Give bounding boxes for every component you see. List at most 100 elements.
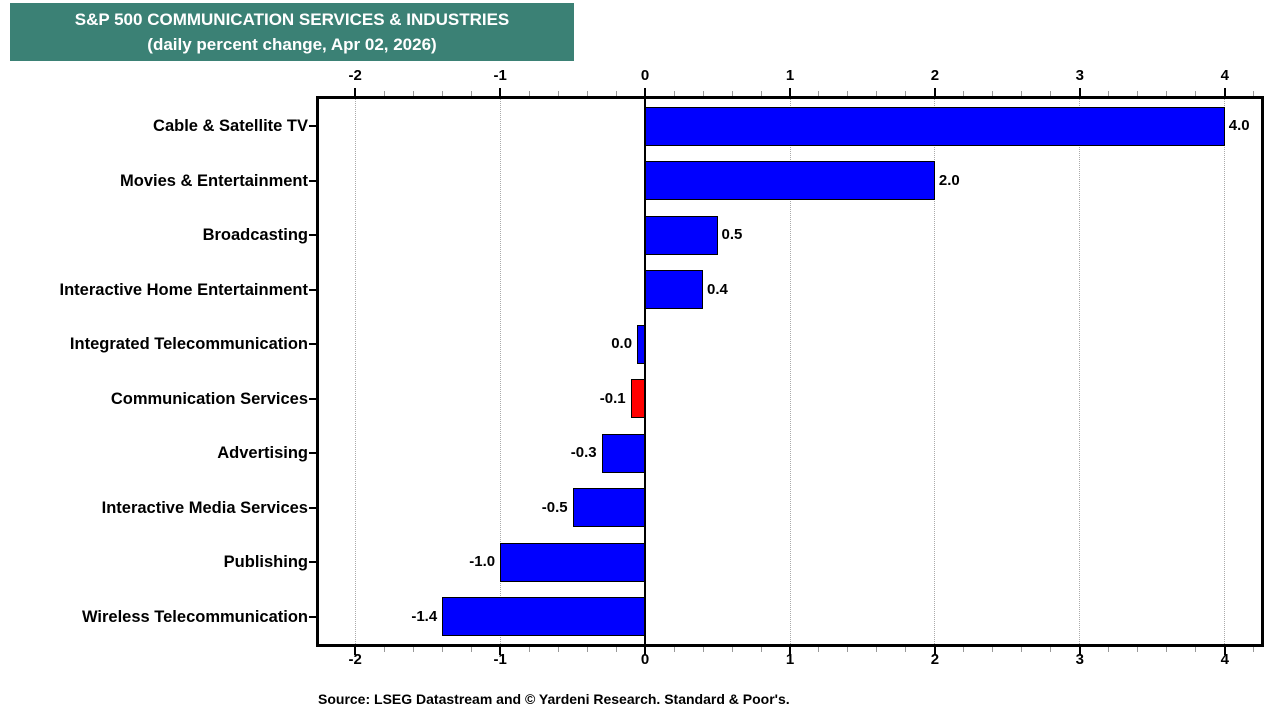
minor-tick-top [528,91,530,96]
minor-tick-top [383,91,385,96]
axis-label-top-4: 4 [1220,67,1229,84]
zero-axis-line [644,99,647,644]
category-tick [309,615,316,618]
chart-subtitle: (daily percent change, Apr 02, 2026) [147,35,437,54]
minor-tick-top [1021,91,1023,96]
bar-integrated-telecommunication [637,324,646,364]
axis-label-top-2: 2 [930,67,940,84]
bar-wireless-telecommunication [442,597,646,637]
category-label-broadcasting: Broadcasting [202,226,308,245]
axis-label-top-0: 0 [640,67,650,84]
bar-interactive-home-entertainment [645,270,704,310]
axis-label-bottom-1: 1 [785,651,795,668]
minor-tick-bottom [586,647,588,652]
minor-tick-bottom [1195,647,1197,652]
major-tick-bottom [499,647,502,655]
bar-value-label: -0.3 [570,444,597,462]
axis-label-bottom--2: -2 [348,651,362,668]
bar-interactive-media-services [572,488,646,528]
bar-publishing [500,542,646,582]
category-label-wireless-telecommunication: Wireless Telecommunication [81,607,308,626]
category-tick [309,343,316,346]
minor-tick-top [963,91,965,96]
minor-tick-bottom [557,647,559,652]
gridline--2 [354,99,356,644]
minor-tick-bottom [847,647,849,652]
major-tick-bottom [789,647,791,655]
minor-tick-top [876,91,878,96]
axis-label-bottom-0: 0 [640,651,650,668]
chart-title: S&P 500 COMMUNICATION SERVICES & INDUSTR… [74,10,510,29]
bar-value-label: 0.4 [707,280,728,298]
minor-tick-bottom [528,647,530,652]
category-tick [309,452,316,455]
category-tick [309,234,316,237]
major-tick-top [1223,88,1226,96]
minor-tick-top [441,91,443,96]
minor-tick-bottom [876,647,878,652]
minor-tick-bottom [1253,647,1255,652]
major-tick-top [354,88,357,96]
major-tick-bottom [1078,647,1081,655]
axis-label-bottom-2: 2 [930,651,940,668]
minor-tick-top [847,91,849,96]
gridline--1 [499,99,501,644]
gridline-4 [1224,99,1226,644]
minor-tick-bottom [1137,647,1139,652]
minor-tick-top [818,91,820,96]
minor-tick-bottom [760,647,762,652]
minor-tick-top [615,91,617,96]
bar-value-label: 0.5 [721,226,743,244]
bar-communication-services [630,379,646,419]
major-tick-bottom [644,647,647,655]
minor-tick-bottom [905,647,907,652]
major-tick-top [644,88,647,96]
major-tick-top [499,88,502,96]
category-tick [309,179,316,182]
category-label-publishing: Publishing [223,553,308,572]
axis-label-top--2: -2 [348,67,362,84]
category-tick [309,561,316,564]
minor-tick-top [412,91,414,96]
category-tick [309,125,316,128]
category-tick [309,506,316,509]
minor-tick-top [905,91,907,96]
minor-tick-top [1108,91,1110,96]
chart-title-banner: S&P 500 COMMUNICATION SERVICES & INDUSTR… [10,3,574,61]
bar-movies-entertainment [645,161,935,201]
minor-tick-top [1253,91,1255,96]
major-tick-bottom [933,647,936,655]
axis-label-top-1: 1 [785,67,795,84]
minor-tick-bottom [963,647,965,652]
minor-tick-bottom [470,647,472,652]
major-tick-bottom [354,647,357,655]
source-note: Source: LSEG Datastream and © Yardeni Re… [318,691,790,707]
plot-area: 4.0 2.0 0.5 0.4 0.0 -0.1 -0.3 -0.5 -1.0 -1.4 [316,96,1264,647]
minor-tick-bottom [441,647,443,652]
minor-tick-top [992,91,994,96]
gridline-1 [789,99,791,644]
minor-tick-bottom [383,647,385,652]
minor-tick-bottom [1108,647,1110,652]
minor-tick-top [586,91,588,96]
minor-tick-bottom [818,647,820,652]
bar-broadcasting [645,215,718,255]
bar-value-label: -0.1 [599,389,626,407]
category-label-advertising: Advertising [217,444,308,463]
category-tick [309,288,316,291]
major-tick-top [933,88,936,96]
minor-tick-top [1195,91,1197,96]
major-tick-top [789,88,791,96]
minor-tick-bottom [412,647,414,652]
minor-tick-bottom [673,647,675,652]
minor-tick-top [702,91,704,96]
minor-tick-top [673,91,675,96]
minor-tick-top [1166,91,1168,96]
category-label-interactive-media-services: Interactive Media Services [101,498,308,517]
bar-value-label: -1.0 [469,553,496,571]
category-tick [309,397,316,400]
bar-cable-satellite-tv [645,106,1225,146]
gridline-3 [1079,99,1081,644]
minor-tick-top [1137,91,1139,96]
